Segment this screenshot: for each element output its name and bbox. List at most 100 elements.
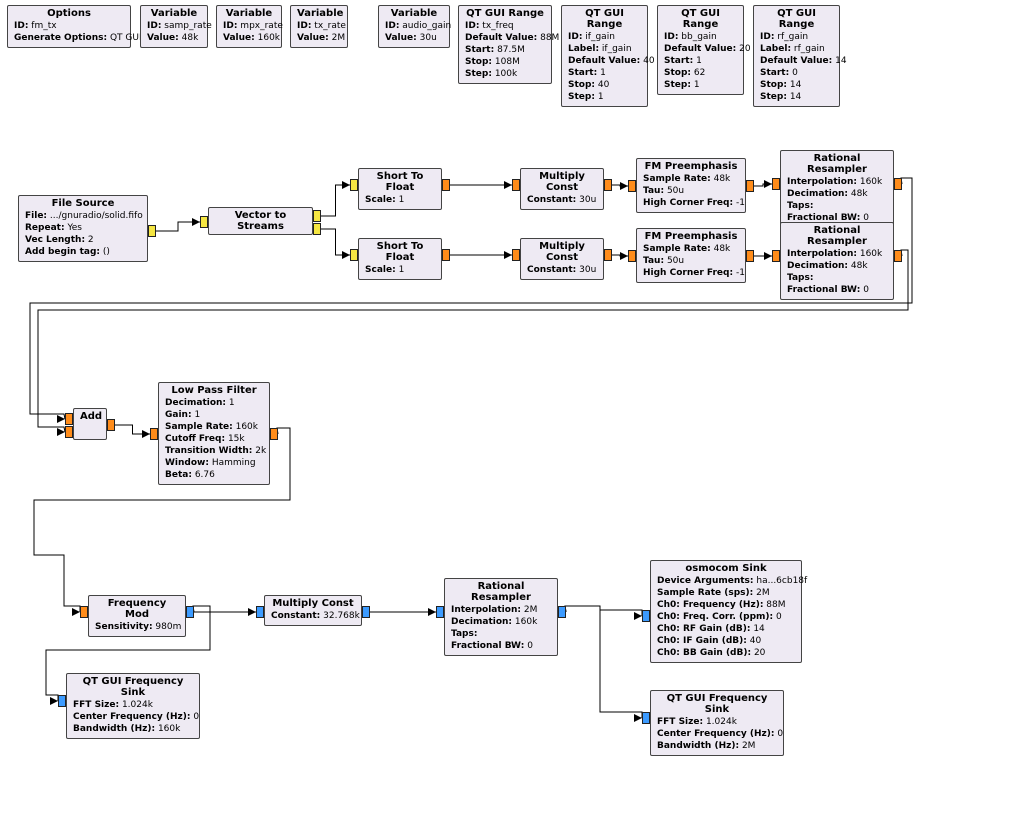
- block-param: Start: 1: [664, 55, 737, 67]
- in-port-float[interactable]: [772, 178, 780, 190]
- block-param: Add begin tag: (): [25, 246, 141, 258]
- block-param: ID: fm_tx: [14, 20, 124, 32]
- out-port-complex[interactable]: [186, 606, 194, 618]
- out-port-complex[interactable]: [558, 606, 566, 618]
- block-freq_sink_0[interactable]: QT GUI Frequency SinkFFT Size: 1.024kCen…: [66, 673, 200, 739]
- out-port-float[interactable]: [604, 249, 612, 261]
- block-param: Sample Rate: 48k: [643, 173, 739, 185]
- block-rr_0[interactable]: Rational ResamplerInterpolation: 160kDec…: [780, 150, 894, 228]
- in-port-complex[interactable]: [58, 695, 66, 707]
- block-param: Generate Options: QT GUI: [14, 32, 124, 44]
- in-port-short[interactable]: [200, 216, 208, 228]
- in-port-float[interactable]: [150, 428, 158, 440]
- block-param: Start: 1: [568, 67, 641, 79]
- block-param: Value: 2M: [297, 32, 341, 44]
- block-param: Step: 1: [664, 79, 737, 91]
- out-port-short[interactable]: [313, 210, 321, 222]
- block-var_audio_gain[interactable]: VariableID: audio_gainValue: 30u: [378, 5, 450, 48]
- block-stf_1[interactable]: Short To FloatScale: 1: [358, 238, 442, 280]
- in-port-float[interactable]: [65, 413, 73, 425]
- block-osmo_sink[interactable]: osmocom SinkDevice Arguments: ha...6cb18…: [650, 560, 802, 663]
- out-port-float[interactable]: [746, 250, 754, 262]
- block-param: Step: 100k: [465, 68, 545, 80]
- out-port-float[interactable]: [442, 249, 450, 261]
- block-param: Default Value: 20: [664, 43, 737, 55]
- block-param: ID: rf_gain: [760, 31, 833, 43]
- block-param: ID: bb_gain: [664, 31, 737, 43]
- block-add[interactable]: Add: [73, 408, 107, 440]
- out-port-complex[interactable]: [362, 606, 370, 618]
- block-title: Variable: [297, 8, 341, 20]
- block-mulc_1[interactable]: Multiply ConstConstant: 30u: [520, 238, 604, 280]
- block-var_mpx_rate[interactable]: VariableID: mpx_rateValue: 160k: [216, 5, 282, 48]
- block-title: Multiply Const: [527, 241, 597, 264]
- block-freq_mod[interactable]: Frequency ModSensitivity: 980m: [88, 595, 186, 637]
- in-port-float[interactable]: [772, 250, 780, 262]
- block-param: ID: samp_rate: [147, 20, 201, 32]
- block-title: QT GUI Range: [568, 8, 641, 31]
- block-param: Label: rf_gain: [760, 43, 833, 55]
- in-port-float[interactable]: [80, 606, 88, 618]
- in-port-short[interactable]: [350, 249, 358, 261]
- block-param: Value: 160k: [223, 32, 275, 44]
- block-title: FM Preemphasis: [643, 231, 739, 243]
- out-port-short[interactable]: [148, 225, 156, 237]
- block-param: Default Value: 88M: [465, 32, 545, 44]
- out-port-float[interactable]: [894, 178, 902, 190]
- block-var_tx_rate[interactable]: VariableID: tx_rateValue: 2M: [290, 5, 348, 48]
- block-mulc_0[interactable]: Multiply ConstConstant: 30u: [520, 168, 604, 210]
- block-file_source[interactable]: File SourceFile: .../gnuradio/solid.fifo…: [18, 195, 148, 262]
- block-fmpre_0[interactable]: FM PreemphasisSample Rate: 48kTau: 50uHi…: [636, 158, 746, 213]
- flowgraph-canvas: OptionsID: fm_txGenerate Options: QT GUI…: [0, 0, 1024, 819]
- in-port-float[interactable]: [512, 249, 520, 261]
- block-title: QT GUI Range: [465, 8, 545, 20]
- block-lpf[interactable]: Low Pass FilterDecimation: 1Gain: 1Sampl…: [158, 382, 270, 485]
- block-stf_0[interactable]: Short To FloatScale: 1: [358, 168, 442, 210]
- block-param: Ch0: BB Gain (dB): 20: [657, 647, 795, 659]
- block-fmpre_1[interactable]: FM PreemphasisSample Rate: 48kTau: 50uHi…: [636, 228, 746, 283]
- block-param: Bandwidth (Hz): 2M: [657, 740, 777, 752]
- block-param: Constant: 32.768k: [271, 610, 355, 622]
- block-range_rf_gain[interactable]: QT GUI RangeID: rf_gainLabel: rf_gainDef…: [753, 5, 840, 107]
- block-rr_tx[interactable]: Rational ResamplerInterpolation: 2MDecim…: [444, 578, 558, 656]
- block-param: Scale: 1: [365, 264, 435, 276]
- in-port-float[interactable]: [65, 426, 73, 438]
- block-title: Multiply Const: [527, 171, 597, 194]
- in-port-short[interactable]: [350, 179, 358, 191]
- block-options[interactable]: OptionsID: fm_txGenerate Options: QT GUI: [7, 5, 131, 48]
- block-param: Center Frequency (Hz): 0: [73, 711, 193, 723]
- in-port-float[interactable]: [512, 179, 520, 191]
- in-port-float[interactable]: [628, 180, 636, 192]
- block-param: Stop: 62: [664, 67, 737, 79]
- out-port-float[interactable]: [270, 428, 278, 440]
- block-title: Variable: [385, 8, 443, 20]
- in-port-complex[interactable]: [436, 606, 444, 618]
- block-param: Cutoff Freq: 15k: [165, 433, 263, 445]
- block-freq_sink_1[interactable]: QT GUI Frequency SinkFFT Size: 1.024kCen…: [650, 690, 784, 756]
- out-port-float[interactable]: [894, 250, 902, 262]
- block-param: Taps:: [787, 200, 887, 212]
- out-port-float[interactable]: [442, 179, 450, 191]
- block-param: Start: 0: [760, 67, 833, 79]
- out-port-float[interactable]: [107, 419, 115, 431]
- block-title: QT GUI Range: [664, 8, 737, 31]
- block-rr_1[interactable]: Rational ResamplerInterpolation: 160kDec…: [780, 222, 894, 300]
- in-port-complex[interactable]: [256, 606, 264, 618]
- out-port-short[interactable]: [313, 223, 321, 235]
- out-port-float[interactable]: [604, 179, 612, 191]
- block-range_if_gain[interactable]: QT GUI RangeID: if_gainLabel: if_gainDef…: [561, 5, 648, 107]
- block-vector_to_streams[interactable]: Vector to Streams: [208, 207, 313, 235]
- in-port-float[interactable]: [628, 250, 636, 262]
- out-port-float[interactable]: [746, 180, 754, 192]
- block-param: Stop: 40: [568, 79, 641, 91]
- block-param: Default Value: 40: [568, 55, 641, 67]
- block-title: Multiply Const: [271, 598, 355, 610]
- block-range_tx_freq[interactable]: QT GUI RangeID: tx_freqDefault Value: 88…: [458, 5, 552, 84]
- block-param: Ch0: RF Gain (dB): 14: [657, 623, 795, 635]
- block-title: QT GUI Frequency Sink: [73, 676, 193, 699]
- block-var_samp_rate[interactable]: VariableID: samp_rateValue: 48k: [140, 5, 208, 48]
- block-range_bb_gain[interactable]: QT GUI RangeID: bb_gainDefault Value: 20…: [657, 5, 744, 95]
- in-port-complex[interactable]: [642, 610, 650, 622]
- in-port-complex[interactable]: [642, 712, 650, 724]
- block-mulc_fm[interactable]: Multiply ConstConstant: 32.768k: [264, 595, 362, 626]
